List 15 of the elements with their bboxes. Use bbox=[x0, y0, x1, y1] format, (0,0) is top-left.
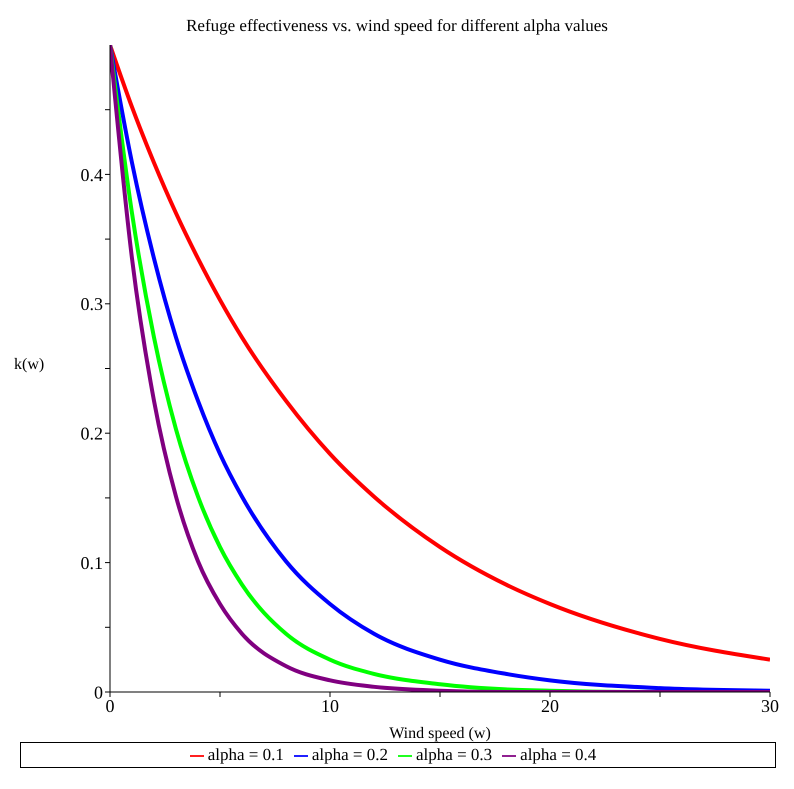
legend-label: alpha = 0.4 bbox=[520, 745, 596, 764]
x-axis-title: Wind speed (w) bbox=[389, 725, 491, 742]
y-axis-title: k(w) bbox=[14, 356, 44, 374]
x-tick-label: 10 bbox=[321, 696, 339, 716]
x-tick-label: 20 bbox=[541, 696, 559, 716]
legend-label: alpha = 0.2 bbox=[312, 745, 388, 764]
y-tick-label: 0.4 bbox=[80, 164, 103, 185]
legend-label: alpha = 0.1 bbox=[208, 745, 284, 764]
y-tick-label: 0 bbox=[94, 682, 103, 702]
legend-label: alpha = 0.3 bbox=[416, 745, 492, 764]
y-tick-label: 0.1 bbox=[80, 552, 103, 573]
x-tick-label: 30 bbox=[761, 696, 779, 716]
y-tick-label: 0.2 bbox=[80, 424, 103, 444]
chart-title: Refuge effectiveness vs. wind speed for different alpha values bbox=[185, 16, 609, 36]
y-tick-label: 0.3 bbox=[80, 294, 103, 314]
